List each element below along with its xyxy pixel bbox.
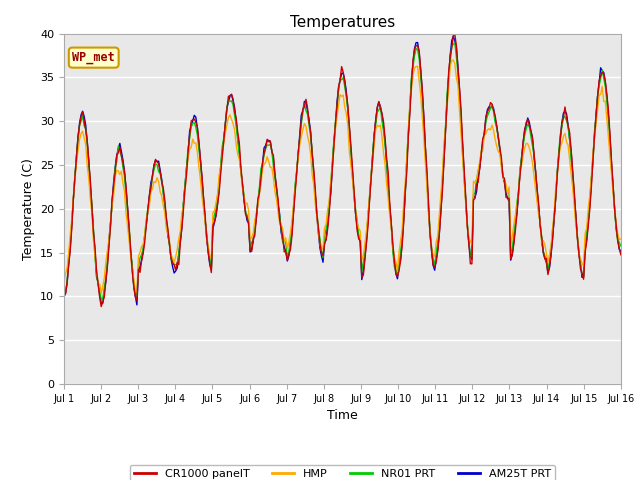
NR01 PRT [589,162,596,168]
AM25T PRT [305,117,313,122]
CR1000 panelT [255,190,263,196]
CR1000 panelT [97,304,105,310]
CR1000 panelT [60,292,68,298]
AM25T PRT [60,294,68,300]
Line: CR1000 panelT: CR1000 panelT [64,34,621,307]
AM25T PRT [589,155,596,160]
CR1000 panelT [451,31,459,37]
CR1000 panelT [589,158,596,164]
CR1000 panelT [246,247,254,253]
CR1000 panelT [130,283,138,288]
HMP [617,236,625,242]
NR01 PRT [97,296,105,302]
AM25T PRT [228,91,236,97]
HMP [449,57,457,63]
CR1000 panelT [617,252,625,258]
NR01 PRT [255,184,263,190]
AM25T PRT [246,249,254,255]
AM25T PRT [255,187,263,193]
Title: Temperatures: Temperatures [290,15,395,30]
AM25T PRT [129,264,136,270]
NR01 PRT [246,245,254,251]
HMP [97,290,105,296]
HMP [228,116,236,122]
NR01 PRT [617,243,625,249]
NR01 PRT [228,98,236,104]
Legend: CR1000 panelT, HMP, NR01 PRT, AM25T PRT: CR1000 panelT, HMP, NR01 PRT, AM25T PRT [129,465,556,480]
HMP [246,236,254,242]
AM25T PRT [449,33,457,39]
Y-axis label: Temperature (C): Temperature (C) [22,158,35,260]
NR01 PRT [130,282,138,288]
NR01 PRT [451,40,459,46]
Line: NR01 PRT: NR01 PRT [64,43,621,299]
X-axis label: Time: Time [327,409,358,422]
HMP [255,190,263,196]
NR01 PRT [60,288,68,294]
Line: HMP: HMP [64,60,621,293]
HMP [60,278,68,284]
Text: WP_met: WP_met [72,51,115,64]
HMP [305,140,313,145]
HMP [130,276,138,282]
Line: AM25T PRT: AM25T PRT [64,36,621,305]
AM25T PRT [133,302,141,308]
CR1000 panelT [305,120,313,125]
HMP [589,151,596,156]
CR1000 panelT [228,92,236,97]
AM25T PRT [617,249,625,254]
NR01 PRT [305,122,313,128]
